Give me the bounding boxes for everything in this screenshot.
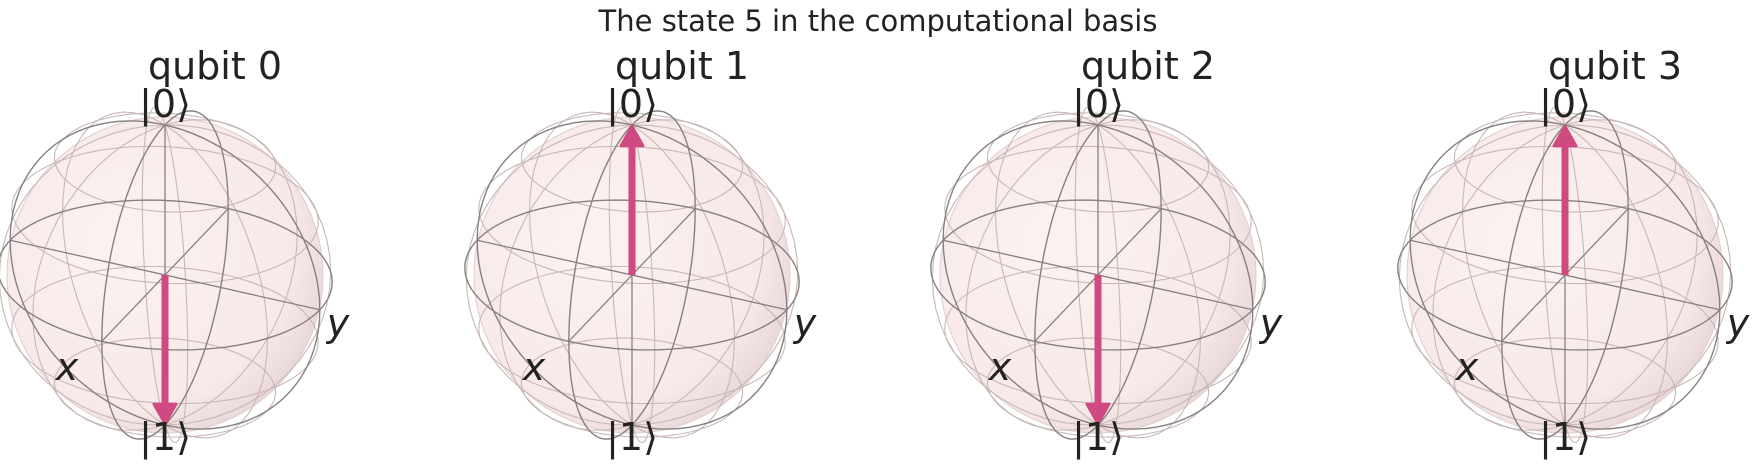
state-vector-arrowhead xyxy=(1552,124,1578,148)
ket-1-label: |1⟩ xyxy=(1539,415,1591,460)
ket-0-label: |0⟩ xyxy=(1072,82,1124,127)
state-vector-arrowhead xyxy=(619,124,645,148)
ket-0-label: |0⟩ xyxy=(606,82,658,127)
bloch-panel-qubit-3: |0⟩ |1⟩ x y qubit 3 xyxy=(1395,0,1756,464)
y-axis-label: y xyxy=(1726,301,1750,345)
ket-1-label: |1⟩ xyxy=(139,415,191,460)
ket-1-label: |1⟩ xyxy=(606,415,658,460)
x-axis-label: x xyxy=(1455,345,1479,389)
bloch-sphere-0: |0⟩ |1⟩ x y xyxy=(0,82,350,460)
ket-0-label: |0⟩ xyxy=(139,82,191,127)
xz-great-circle xyxy=(568,110,696,440)
figure-title: The state 5 in the computational basis xyxy=(598,4,1158,38)
bloch-sphere-1: |0⟩ |1⟩ x y xyxy=(464,82,817,460)
bloch-panel-qubit-2: |0⟩ |1⟩ x y qubit 2 xyxy=(928,0,1368,464)
y-axis-label: y xyxy=(326,301,350,345)
qubit-title: qubit 1 xyxy=(614,44,750,88)
qubit-title: qubit 3 xyxy=(1547,44,1683,88)
y-axis-label: y xyxy=(793,301,817,345)
qubit-title: qubit 0 xyxy=(147,44,283,88)
state-vector-arrowhead xyxy=(1085,402,1111,426)
meridian-line xyxy=(0,124,332,426)
state-vector-arrowhead xyxy=(152,402,178,426)
bloch-sphere-2: |0⟩ |1⟩ x y xyxy=(930,82,1283,460)
bloch-panel-qubit-0: |0⟩ |1⟩ x y qubit 0 xyxy=(0,0,435,464)
ket-1-label: |1⟩ xyxy=(1072,415,1124,460)
xz-great-circle xyxy=(1501,110,1629,440)
x-axis-label: x xyxy=(988,345,1012,389)
bloch-panel-qubit-1: |0⟩ |1⟩ x y qubit 1 xyxy=(462,0,902,464)
y-axis-label: y xyxy=(1259,301,1283,345)
qubit-title: qubit 2 xyxy=(1080,44,1216,88)
bloch-sphere-3: |0⟩ |1⟩ x y xyxy=(1397,82,1750,460)
ket-0-label: |0⟩ xyxy=(1539,82,1591,127)
xz-great-circle xyxy=(1034,110,1162,440)
x-axis-label: x xyxy=(55,345,79,389)
x-axis-label: x xyxy=(522,345,546,389)
xz-great-circle xyxy=(101,110,229,440)
